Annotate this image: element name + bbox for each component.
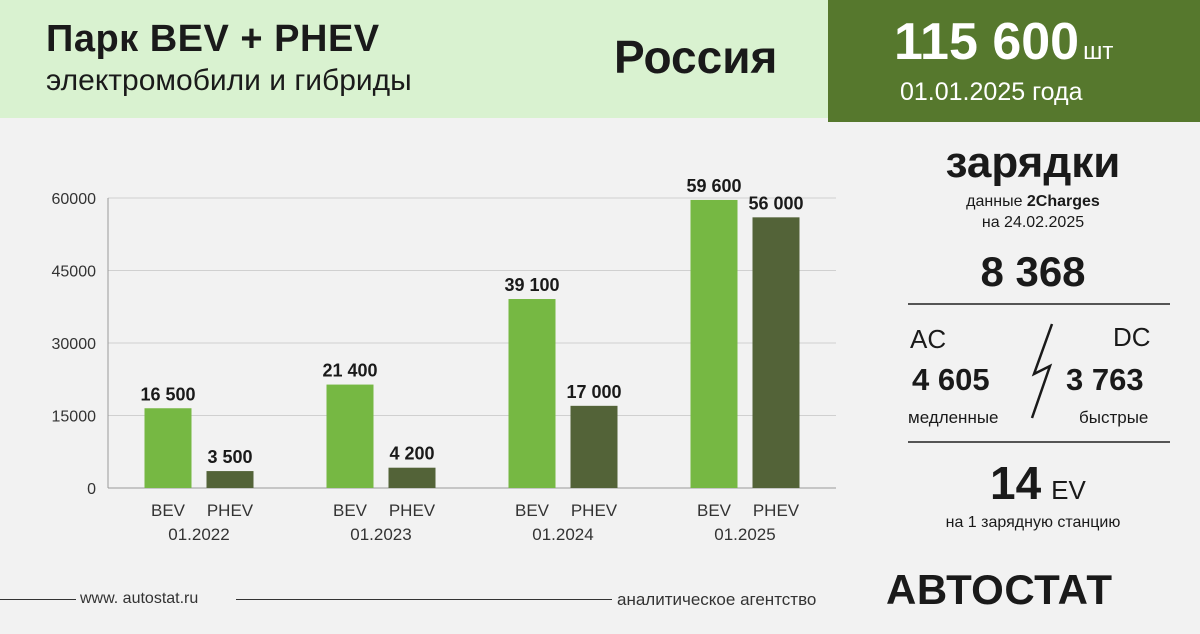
data-label: 17 000 bbox=[566, 382, 621, 402]
charging-source: данные 2Charges bbox=[900, 193, 1166, 211]
dc-label: DC bbox=[1113, 322, 1151, 352]
x-category-label: BEV bbox=[697, 501, 732, 520]
x-group-label: 01.2023 bbox=[350, 525, 411, 544]
footer-agency: аналитическое агентство bbox=[617, 590, 817, 609]
data-label: 56 000 bbox=[748, 193, 803, 213]
data-label: 39 100 bbox=[504, 275, 559, 295]
bar-phev bbox=[752, 217, 800, 488]
footer-line-mid bbox=[236, 599, 612, 600]
header-banner: Парк BEV + PHEV электромобили и гибриды … bbox=[0, 0, 828, 118]
footer-site: www. autostat.ru bbox=[80, 590, 199, 607]
ev-per-station: 14 EV bbox=[990, 456, 1086, 510]
data-label: 4 200 bbox=[389, 444, 434, 464]
bar-bev bbox=[690, 199, 738, 488]
x-category-label: BEV bbox=[333, 501, 368, 520]
bar-phev bbox=[206, 471, 254, 488]
dc-value: 3 763 bbox=[1066, 362, 1144, 397]
page-title: Парк BEV + PHEV bbox=[46, 18, 380, 60]
ev-unit: EV bbox=[1051, 475, 1086, 505]
data-label: 16 500 bbox=[140, 384, 195, 404]
page-subtitle: электромобили и гибриды bbox=[46, 64, 412, 97]
ev-desc: на 1 зарядную станцию bbox=[945, 514, 1121, 531]
x-group-label: 01.2025 bbox=[714, 525, 775, 544]
divider-top bbox=[908, 303, 1170, 305]
total-value: 115 600 bbox=[894, 13, 1080, 71]
x-group-label: 01.2022 bbox=[168, 525, 229, 544]
country-label: Россия bbox=[614, 31, 778, 83]
dc-desc: быстрые bbox=[1079, 408, 1149, 427]
x-group-label: 01.2024 bbox=[532, 525, 593, 544]
charging-source-date: на 24.02.2025 bbox=[981, 214, 1085, 231]
bar-phev bbox=[570, 405, 618, 488]
x-category-label: PHEV bbox=[753, 501, 800, 520]
total-banner: 115 600 шт 01.01.2025 года bbox=[828, 0, 1200, 122]
y-tick-label: 60000 bbox=[52, 191, 97, 208]
footer-line-left bbox=[0, 599, 76, 600]
x-category-label: PHEV bbox=[207, 501, 254, 520]
ev-value: 14 bbox=[990, 457, 1042, 509]
ac-label: AC bbox=[910, 324, 947, 354]
x-category-label: BEV bbox=[515, 501, 550, 520]
charging-source-prefix: данные bbox=[966, 193, 1027, 210]
total-unit: шт bbox=[1083, 38, 1114, 65]
bar-phev bbox=[388, 467, 436, 488]
y-tick-label: 30000 bbox=[52, 336, 97, 353]
charging-source-name: 2Charges bbox=[1026, 193, 1100, 210]
divider-bottom bbox=[908, 441, 1170, 443]
data-label: 3 500 bbox=[207, 447, 252, 467]
x-category-label: PHEV bbox=[571, 501, 618, 520]
bar-bev bbox=[144, 408, 192, 488]
lightning-icon bbox=[1030, 323, 1054, 419]
fleet-bar-chart: 0 15000 30000 45000 60000 16 500 BEV 3 500 PHEV 0… bbox=[52, 176, 836, 544]
total-date: 01.01.2025 года bbox=[900, 78, 1083, 106]
x-category-label: BEV bbox=[151, 501, 186, 520]
ac-desc: медленные bbox=[908, 408, 999, 427]
bar-bev bbox=[326, 384, 374, 488]
x-category-label: PHEV bbox=[389, 501, 436, 520]
y-tick-label: 45000 bbox=[52, 264, 97, 281]
brand-logo: АВТОСТАТ bbox=[886, 566, 1113, 613]
ac-value: 4 605 bbox=[912, 362, 990, 397]
y-tick-label: 0 bbox=[87, 481, 96, 498]
y-tick-label: 15000 bbox=[52, 409, 97, 426]
total-fleet: 115 600 шт bbox=[894, 12, 1113, 72]
bar-bev bbox=[508, 299, 556, 488]
data-label: 59 600 bbox=[686, 176, 741, 196]
charging-total: 8 368 bbox=[980, 248, 1086, 295]
charging-title: зарядки bbox=[945, 138, 1121, 187]
data-label: 21 400 bbox=[322, 361, 377, 381]
